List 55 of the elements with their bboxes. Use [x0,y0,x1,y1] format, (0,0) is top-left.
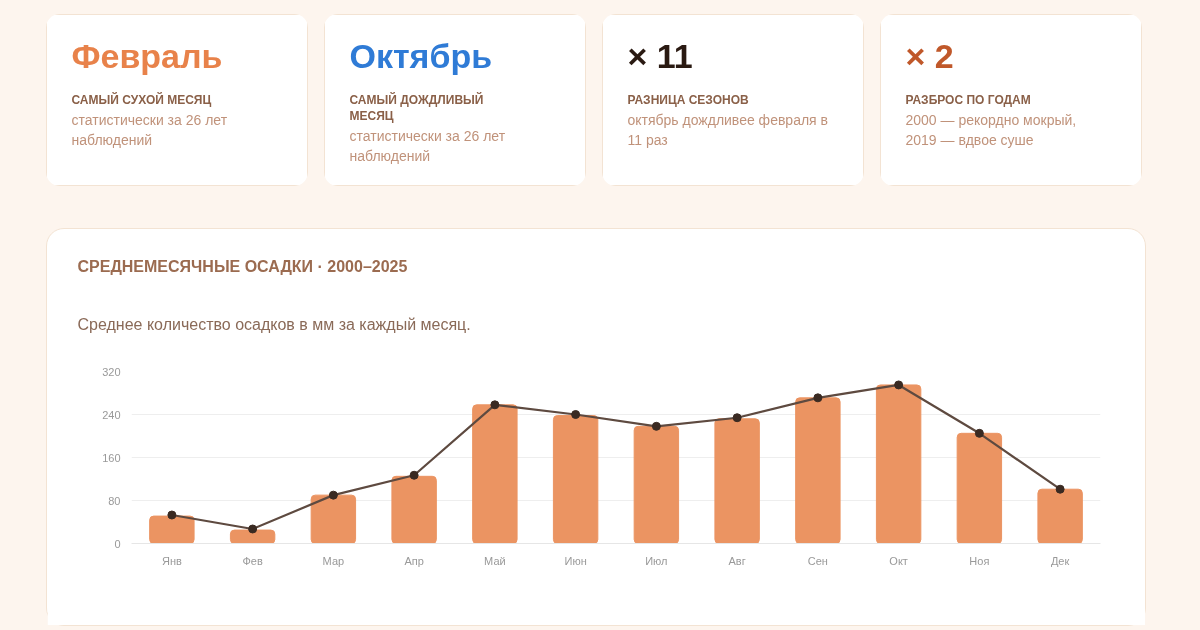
text: × 11 [627,36,693,75]
point [490,400,500,410]
y-tick-label: 160 [102,451,121,464]
point [571,410,581,419]
bar [552,415,599,544]
text: статистически за 26 лет наблюдений [71,111,228,148]
point [1055,484,1065,494]
bar [149,515,195,544]
point [974,428,984,438]
x-tick-label: Фев [242,554,263,567]
bar [633,425,680,544]
x-tick-label: Окт [889,554,908,567]
chart-subtitle: Среднее количество осадков в мм за каждый месяц. [77,315,471,333]
y-tick-label: 320 [102,365,121,378]
text: САМЫЙ СУХОЙ МЕСЯЦ [71,91,212,107]
bar [310,494,357,544]
bar [1037,488,1083,544]
text: × 2 [905,36,954,75]
text: октябрь дождливее февраля в 11 раз [627,111,829,148]
x-tick-label: Сен [807,554,828,567]
bar [956,432,1003,544]
text: Октябрь [349,36,493,75]
chart-title: СРЕДНЕМЕСЯЧНЫЕ ОСАДКИ · 2000–2025 [77,257,408,275]
x-tick-label: Мар [322,554,345,567]
text: 2000 — рекордно мокрый, 2019 — вдвое суше [905,111,1077,148]
text: Февраль [71,36,223,75]
point [248,524,258,534]
bar [391,475,437,544]
point [167,510,177,520]
bar [229,529,276,544]
x-tick-label: Июл [645,554,668,567]
text: статистически за 26 лет наблюдений [349,127,506,164]
x-tick-label: Май [484,554,506,567]
x-tick-label: Ноя [969,554,990,567]
y-tick-label: 0 [114,537,121,550]
bar [875,384,922,544]
x-tick-label: Апр [404,554,424,567]
text: РАЗБРОС ПО ГОДАМ [905,92,1031,107]
x-tick-label: Авг [728,554,746,567]
text: РАЗНИЦА СЕЗОНОВ [627,92,750,107]
bar [472,404,518,544]
bar [714,418,760,544]
y-tick-label: 240 [102,408,121,421]
point [732,413,742,423]
point [651,421,661,431]
y-tick-label: 80 [108,494,121,507]
point [328,490,338,500]
x-tick-label: Дек [1050,554,1070,567]
point [409,470,419,480]
point [894,380,904,390]
point [813,393,823,403]
x-tick-label: Янв [161,554,182,567]
bar [795,397,841,544]
x-tick-label: Июн [564,554,587,567]
text: САМЫЙ ДОЖДЛИВЫЙ МЕСЯЦ [349,91,484,123]
